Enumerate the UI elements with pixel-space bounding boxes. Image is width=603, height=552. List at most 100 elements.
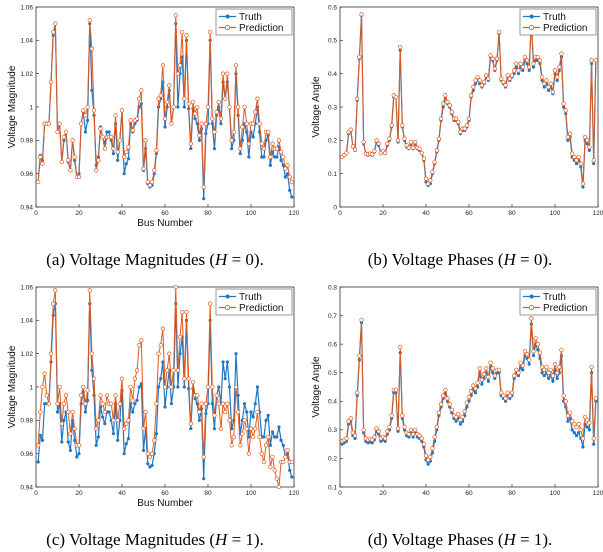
data-point xyxy=(577,431,581,435)
data-point xyxy=(441,101,446,106)
data-point xyxy=(578,427,583,433)
data-point xyxy=(38,154,43,160)
data-point xyxy=(531,349,536,354)
data-point xyxy=(171,368,176,373)
caption-equation: = 0). xyxy=(516,250,553,269)
data-point xyxy=(175,368,181,373)
data-point xyxy=(199,121,204,126)
data-point xyxy=(402,424,407,430)
data-point xyxy=(158,93,163,98)
data-point xyxy=(350,144,356,149)
data-point xyxy=(514,61,519,66)
data-point xyxy=(492,373,497,378)
data-point xyxy=(576,154,581,160)
data-point xyxy=(535,54,540,60)
data-point xyxy=(55,129,60,135)
data-point xyxy=(385,429,390,434)
data-point xyxy=(189,147,193,151)
data-point xyxy=(276,138,282,143)
data-point xyxy=(376,429,381,434)
data-point xyxy=(408,139,414,145)
data-point xyxy=(100,401,105,406)
data-point xyxy=(400,123,405,128)
data-point xyxy=(134,368,140,373)
data-point xyxy=(408,427,414,433)
chart-panel-2: 0 20 40 60 80 100 120 0.94 0.96 0.98 1 1.02 1.04 1.06… xyxy=(7,284,300,549)
data-point xyxy=(216,99,221,105)
data-point xyxy=(221,360,225,364)
data-point xyxy=(555,78,559,82)
data-point xyxy=(281,459,286,465)
data-point xyxy=(57,384,62,390)
data-point xyxy=(544,78,549,83)
data-point xyxy=(192,111,198,116)
x-tick-label: 120 xyxy=(593,210,603,217)
x-tick-label: 80 xyxy=(204,210,212,217)
data-point xyxy=(587,144,592,150)
data-point xyxy=(66,409,71,415)
data-point xyxy=(507,393,513,398)
data-point xyxy=(235,409,241,415)
data-point xyxy=(210,116,215,121)
data-point xyxy=(359,317,364,323)
data-point xyxy=(551,379,555,383)
data-point xyxy=(59,421,64,426)
data-point xyxy=(225,71,230,76)
data-point xyxy=(53,288,58,293)
data-point xyxy=(116,438,120,442)
data-point xyxy=(53,21,58,26)
data-point xyxy=(582,134,588,140)
series-prediction xyxy=(36,13,295,190)
y-tick-label: 1.04 xyxy=(20,318,33,325)
x-tick-label: 20 xyxy=(75,210,83,217)
data-point xyxy=(505,73,510,78)
data-point xyxy=(417,433,422,438)
data-point xyxy=(154,432,158,436)
x-tick-label: 0 xyxy=(34,490,38,497)
y-tick-label: 1 xyxy=(29,384,33,391)
data-point xyxy=(48,79,54,85)
data-point xyxy=(59,159,64,165)
data-point xyxy=(587,148,592,152)
legend-label: Prediction xyxy=(239,303,283,314)
data-point xyxy=(116,158,120,162)
data-point xyxy=(137,385,141,389)
data-point xyxy=(85,388,90,393)
data-point xyxy=(250,434,256,440)
data-point xyxy=(546,84,551,90)
y-tick-label: 0.5 xyxy=(328,38,337,45)
data-point xyxy=(290,475,294,479)
data-point xyxy=(361,139,366,145)
data-point xyxy=(276,484,282,490)
data-point xyxy=(70,138,75,143)
data-point xyxy=(473,78,478,83)
data-point xyxy=(89,351,95,356)
caption-equation: = 0). xyxy=(227,250,264,269)
data-point xyxy=(83,130,88,134)
data-point xyxy=(83,401,88,406)
data-point xyxy=(546,370,551,375)
data-point xyxy=(527,64,532,70)
data-point xyxy=(428,178,433,183)
data-point xyxy=(202,197,206,201)
data-point xyxy=(372,148,377,154)
data-point xyxy=(275,435,279,439)
y-tick-label: 0.4 xyxy=(328,71,337,78)
legend-swatch-marker xyxy=(529,294,534,299)
data-point xyxy=(486,76,491,81)
data-point xyxy=(182,376,187,381)
data-point xyxy=(76,443,82,448)
data-point xyxy=(156,351,161,356)
data-point xyxy=(152,438,157,443)
data-point xyxy=(539,74,545,80)
data-point xyxy=(36,443,41,448)
data-point xyxy=(91,108,97,113)
data-point xyxy=(561,101,566,106)
data-point xyxy=(137,96,142,101)
data-point xyxy=(272,468,277,473)
data-point xyxy=(410,145,416,150)
data-point xyxy=(372,434,377,440)
data-point xyxy=(229,138,234,143)
data-point xyxy=(115,149,120,155)
